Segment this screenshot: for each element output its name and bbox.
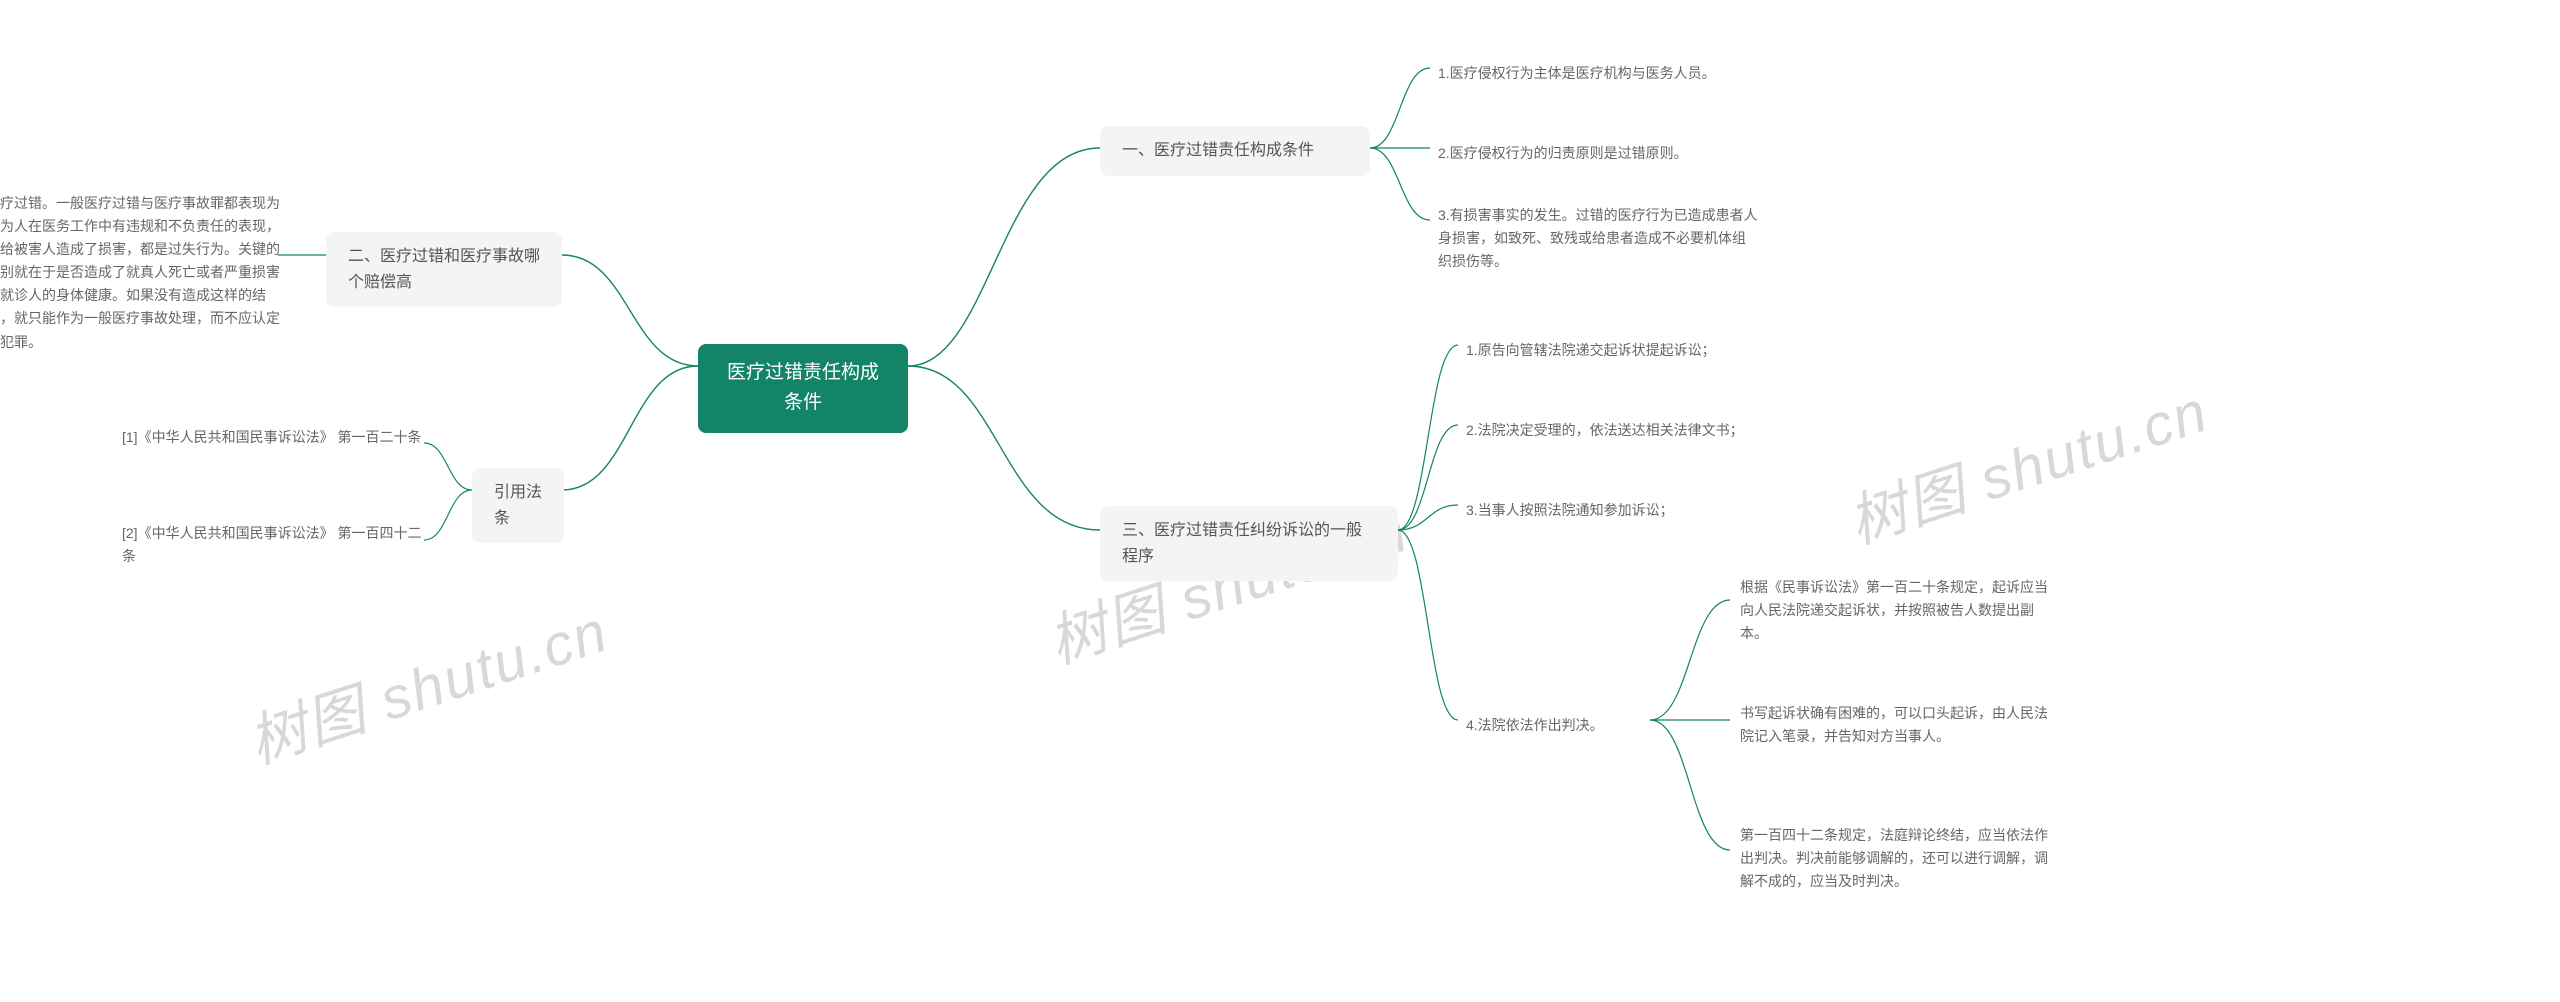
leaf: 4.法院依法作出判决。 [1466, 710, 1646, 741]
leaf: 1.医疗侵权行为主体是医疗机构与医务人员。 [1438, 58, 1758, 89]
leaf: 2.医疗侵权行为的归责原则是过错原则。 [1438, 138, 1758, 169]
branch-procedure: 三、医疗过错责任纠纷诉讼的一般程序 [1100, 506, 1398, 581]
leaf: 3.当事人按照法院通知参加诉讼； [1466, 495, 1786, 526]
leaf: 2.法院决定受理的，依法送达相关法律文书； [1466, 415, 1786, 446]
leaf: [2]《中华人民共和国民事诉讼法》 第一百四十二条 [122, 518, 422, 572]
watermark: 树图 shutu.cn [1836, 364, 2217, 559]
leaf: 医疗过错。一般医疗过错与医疗事故罪都表现为行为人在医务工作中有违规和不负责任的表… [0, 188, 282, 358]
watermark: 树图 shutu.cn [236, 584, 617, 779]
root-node: 医疗过错责任构成条件 [698, 344, 908, 433]
sub-leaf: 书写起诉状确有困难的，可以口头起诉，由人民法院记入笔录，并告知对方当事人。 [1740, 698, 2060, 752]
branch-compensation: 二、医疗过错和医疗事故哪个赔偿高 [326, 232, 562, 307]
leaf: [1]《中华人民共和国民事诉讼法》 第一百二十条 [122, 422, 422, 453]
sub-leaf: 第一百四十二条规定，法庭辩论终结，应当依法作出判决。判决前能够调解的，还可以进行… [1740, 820, 2060, 897]
branch-conditions: 一、医疗过错责任构成条件 [1100, 126, 1370, 176]
sub-leaf: 根据《民事诉讼法》第一百二十条规定，起诉应当向人民法院递交起诉状，并按照被告人数… [1740, 572, 2060, 649]
leaf: 3.有损害事实的发生。过错的医疗行为已造成患者人身损害，如致死、致残或给患者造成… [1438, 200, 1758, 277]
leaf: 1.原告向管辖法院递交起诉状提起诉讼； [1466, 335, 1786, 366]
branch-references: 引用法条 [472, 468, 564, 543]
